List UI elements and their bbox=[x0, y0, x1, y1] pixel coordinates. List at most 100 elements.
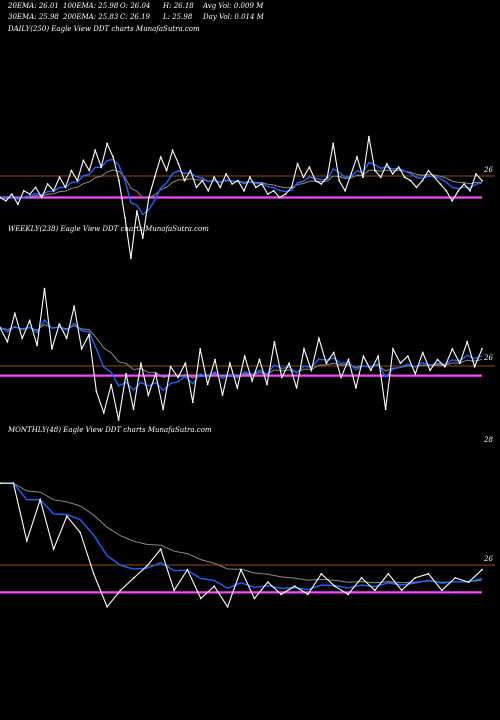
panel-0-price-point bbox=[141, 237, 144, 239]
panel-1-price-point bbox=[184, 362, 187, 365]
panel-0-price-point bbox=[397, 166, 400, 169]
panel-1-price-point bbox=[266, 383, 268, 386]
panel-0-price-point bbox=[46, 183, 49, 185]
panel-1-ema-short-line bbox=[0, 318, 483, 392]
panel-1-price-point bbox=[310, 369, 313, 372]
panel-1-price-point bbox=[21, 337, 24, 340]
panel-1-price-point bbox=[221, 394, 224, 396]
monthly-panel-label: MONTHLY(48) Eagle View DDT charts Munafa… bbox=[8, 426, 212, 434]
panel-2-price-point bbox=[79, 531, 82, 534]
panel-0-price-point bbox=[231, 183, 234, 185]
panel-0-price-point bbox=[260, 183, 263, 185]
panel-0-price-point bbox=[64, 186, 67, 189]
panel-2-price-point bbox=[387, 572, 390, 575]
low-value: L: 25.98 bbox=[163, 13, 193, 21]
panel-0-price-point bbox=[255, 186, 257, 189]
panel-0-price-point bbox=[213, 176, 216, 179]
panel-2-price-line bbox=[0, 482, 483, 609]
panel-0-price-point bbox=[439, 183, 442, 185]
panel-2-ema-mid-line bbox=[0, 482, 483, 584]
panel-0-price-point bbox=[391, 173, 394, 175]
panel-1-price-point bbox=[206, 383, 209, 386]
panel-1-price-point bbox=[147, 394, 150, 396]
panel-1-price-point bbox=[481, 348, 483, 350]
panel-1-price-point bbox=[451, 348, 454, 350]
panel-0-price-point bbox=[368, 135, 370, 138]
panel-0-price-point bbox=[344, 189, 346, 192]
panel-0-price-point bbox=[219, 186, 222, 189]
panel-2-price-point bbox=[253, 597, 256, 600]
panel-0-price-point bbox=[272, 189, 275, 192]
panel-0-price-point bbox=[403, 176, 406, 179]
panel-1-price-point bbox=[88, 333, 90, 336]
panel-0-price-point bbox=[171, 149, 174, 152]
panel-0-price-point bbox=[314, 179, 317, 182]
panel-0-price-point bbox=[237, 179, 239, 182]
panel-2-price-point bbox=[374, 589, 376, 592]
panel-0-price-point bbox=[475, 173, 477, 175]
panel-2-price-point bbox=[159, 548, 162, 550]
panel-0-price-point bbox=[28, 193, 31, 196]
avg-vol-value: Avg Vol: 0.009 M bbox=[203, 2, 264, 10]
panel-2-price-point bbox=[226, 605, 229, 608]
panel-1-price-point bbox=[377, 355, 380, 357]
panel-2-price-point bbox=[440, 589, 443, 592]
panel-1-price-point bbox=[258, 358, 261, 361]
panel-1-price-point bbox=[473, 365, 476, 368]
panel-1-price-point bbox=[280, 376, 283, 379]
panel-0-price-point bbox=[433, 176, 436, 179]
panel-2-price-point bbox=[12, 482, 15, 485]
panel-1-price-point bbox=[340, 376, 342, 379]
panel-0-price-point bbox=[421, 179, 424, 182]
panel-1-price-point bbox=[154, 372, 157, 375]
panel-1-price-point bbox=[36, 344, 38, 347]
panel-0-price-point bbox=[409, 179, 412, 182]
panel-1-price-point bbox=[95, 390, 98, 393]
panel-0-price-point bbox=[338, 179, 341, 182]
panel-2-price-point bbox=[400, 589, 403, 592]
panel-1-price-point bbox=[355, 387, 357, 389]
ema20-value: 20EMA: 26.01 bbox=[8, 2, 59, 10]
panel-0-price-point bbox=[350, 173, 352, 175]
panel-1-price-point bbox=[384, 408, 387, 411]
panel-2-price-point bbox=[307, 593, 309, 596]
panel-0-price-point bbox=[445, 189, 448, 192]
panel-2-price-point bbox=[52, 548, 55, 550]
panel-1-price-point bbox=[318, 337, 320, 340]
panel-0-ema-short-line bbox=[0, 158, 483, 216]
panel-1-price-line bbox=[0, 288, 483, 421]
panel-2-price-point bbox=[481, 568, 483, 571]
panel-2-price-point bbox=[347, 593, 349, 596]
panel-0-price-point bbox=[94, 149, 97, 152]
panel-2-price-point bbox=[414, 577, 416, 579]
panel-2-price-point bbox=[280, 593, 283, 596]
panel-0-price-point bbox=[183, 179, 186, 182]
panel-1-price-point bbox=[117, 419, 120, 421]
panel-1-price-point bbox=[80, 348, 83, 350]
panel-2-price-point bbox=[320, 572, 323, 575]
panel-0-price-point bbox=[374, 169, 376, 172]
panel-0-price-point bbox=[207, 189, 210, 192]
panel-0-price-point bbox=[106, 142, 108, 145]
panel-2-price-point bbox=[146, 564, 149, 567]
panel-0-price-point bbox=[76, 179, 79, 182]
panel-1-price-point bbox=[444, 365, 446, 368]
daily-panel-label: DAILY(250) Eagle View DDT charts MunafaS… bbox=[8, 25, 200, 33]
panel-0-price-point bbox=[11, 193, 13, 196]
panel-0-price-point bbox=[70, 169, 73, 172]
panel-0-price-point bbox=[147, 196, 150, 199]
panel-1-price-point bbox=[169, 365, 172, 368]
panel-0-price-point bbox=[118, 179, 120, 182]
panel-2-price-point bbox=[454, 577, 457, 579]
panel-2-price-point bbox=[0, 482, 1, 485]
panel-0-price-point bbox=[362, 176, 364, 179]
high-value: H: 26.18 bbox=[163, 2, 194, 10]
panel-1-price-point bbox=[132, 408, 135, 411]
panel-0-price-point bbox=[415, 186, 418, 189]
panel-1-price-point bbox=[0, 326, 1, 329]
panel-0-price-point bbox=[58, 176, 61, 179]
panel-1-price-point bbox=[125, 372, 127, 375]
panel-2-ema-short-line bbox=[0, 482, 483, 591]
panel-1-price-point bbox=[177, 376, 179, 379]
